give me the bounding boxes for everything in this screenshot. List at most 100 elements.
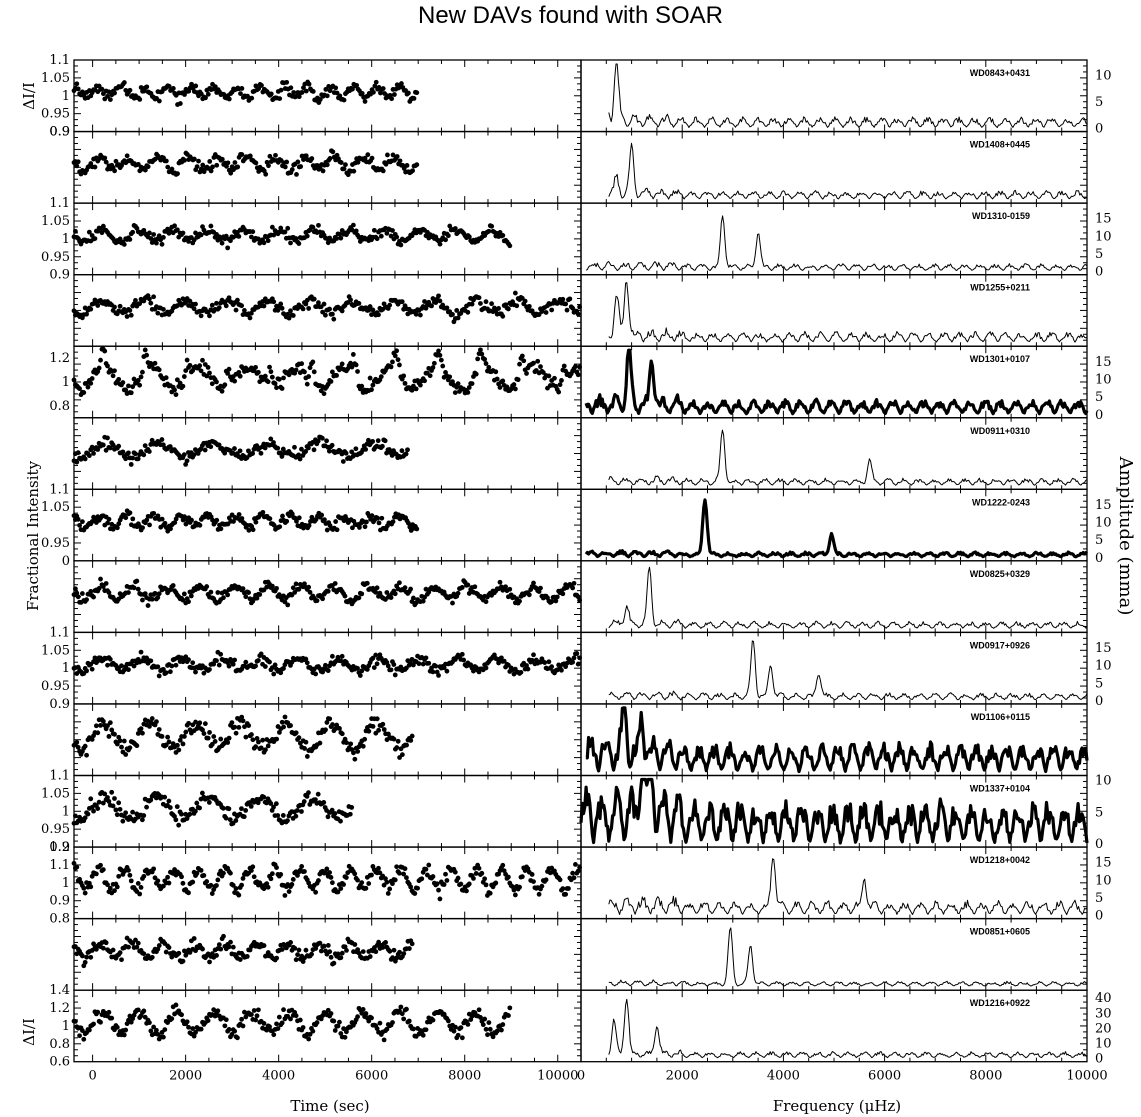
light-curve-point bbox=[232, 724, 238, 730]
light-curve-point bbox=[575, 372, 581, 378]
light-curve-point bbox=[198, 313, 204, 319]
light-curve-point bbox=[416, 661, 422, 667]
light-curve-point bbox=[531, 652, 536, 658]
light-curve-point bbox=[123, 810, 129, 816]
light-curve-point bbox=[123, 752, 129, 757]
light-curve-point bbox=[215, 877, 221, 883]
light-curve-point bbox=[177, 101, 183, 106]
light-curve-point bbox=[370, 307, 376, 313]
light-curve-point bbox=[120, 380, 126, 385]
light-curve-point bbox=[100, 223, 106, 229]
light-curve-point bbox=[321, 301, 327, 307]
light-curve-point bbox=[105, 520, 110, 526]
light-curve-point bbox=[113, 158, 119, 164]
light-curve-point bbox=[137, 382, 143, 388]
light-curve-point bbox=[473, 371, 479, 377]
light-curve-point bbox=[71, 377, 77, 383]
amp-tick-label: 0 bbox=[1095, 837, 1103, 852]
light-curve-point bbox=[392, 672, 398, 678]
light-curve-point bbox=[197, 805, 202, 811]
light-curve-point bbox=[112, 168, 117, 174]
light-curve-point bbox=[237, 448, 243, 454]
light-curve-point bbox=[461, 657, 467, 663]
light-curve-point bbox=[370, 724, 376, 729]
light-curve-point bbox=[549, 599, 555, 605]
light-curve-point bbox=[249, 234, 254, 240]
light-curve-point bbox=[475, 356, 481, 362]
light-curve-point bbox=[222, 450, 228, 456]
panel-row: 0.9 WD1408+0445 bbox=[49, 125, 1088, 204]
light-curve-point bbox=[205, 735, 211, 741]
light-curve-point bbox=[369, 387, 374, 393]
y-tick-label: 1.05 bbox=[41, 786, 70, 801]
light-curve-point bbox=[483, 361, 489, 366]
light-curve-point bbox=[363, 447, 369, 452]
light-curve-point bbox=[100, 584, 106, 589]
light-curve-point bbox=[328, 379, 334, 384]
light-curve-point bbox=[225, 370, 231, 376]
light-curve-point bbox=[96, 799, 102, 805]
light-curve-point bbox=[208, 882, 214, 888]
light-curve-point bbox=[342, 736, 348, 742]
light-curve-point bbox=[96, 586, 102, 591]
light-curve-point bbox=[183, 521, 189, 527]
light-curve-point bbox=[353, 362, 359, 368]
light-curve-point bbox=[302, 869, 307, 874]
light-curve-point bbox=[219, 156, 225, 162]
light-curve-point bbox=[514, 303, 520, 309]
light-curve-point bbox=[226, 295, 232, 301]
light-curve-point bbox=[350, 86, 355, 92]
light-curve-point bbox=[357, 525, 362, 530]
light-curve-point bbox=[445, 233, 451, 239]
light-curve-point bbox=[373, 652, 379, 658]
light-curve-point bbox=[191, 306, 197, 312]
light-curve-point bbox=[574, 651, 580, 656]
light-curve-point bbox=[105, 662, 110, 668]
light-curve-point bbox=[370, 439, 376, 444]
light-curve-point bbox=[429, 303, 434, 309]
light-curve-point bbox=[284, 159, 290, 165]
light-curve-point bbox=[268, 801, 274, 806]
light-curve-point bbox=[286, 372, 292, 378]
light-curve-point bbox=[571, 580, 577, 586]
light-curve-point bbox=[408, 884, 414, 890]
light-curve-point bbox=[277, 524, 283, 530]
light-curve-point bbox=[144, 804, 149, 810]
light-curve-point bbox=[138, 884, 144, 890]
light-curve-point bbox=[376, 865, 381, 871]
light-curve-point bbox=[355, 877, 360, 883]
light-curve-point bbox=[198, 232, 204, 238]
light-curve-point bbox=[88, 796, 94, 802]
light-curve-point bbox=[294, 808, 300, 813]
light-curve-point bbox=[483, 665, 489, 671]
light-curve-point bbox=[414, 162, 420, 168]
light-curve-point bbox=[423, 866, 429, 872]
light-curve-point bbox=[343, 162, 348, 168]
y-tick-label: 1 bbox=[62, 804, 70, 819]
light-curve-point bbox=[315, 438, 321, 444]
light-curve-point bbox=[390, 519, 396, 525]
light-curve-point bbox=[397, 580, 402, 586]
light-curve-point bbox=[130, 809, 136, 815]
light-curve-point bbox=[296, 515, 302, 521]
light-curve-point bbox=[88, 306, 94, 312]
light-curve-point bbox=[325, 588, 331, 594]
light-curve-point bbox=[352, 756, 358, 762]
light-curve-point bbox=[549, 307, 555, 313]
y-tick-label: 1 bbox=[62, 232, 70, 247]
light-curve-point bbox=[249, 95, 255, 101]
light-curve-point bbox=[140, 525, 145, 531]
right-x-axis-label: Frequency (μHz) bbox=[773, 1097, 901, 1115]
light-curve-point bbox=[353, 228, 359, 234]
light-curve-point bbox=[103, 581, 109, 586]
y-tick-label: 1.1 bbox=[49, 858, 70, 873]
light-curve-point bbox=[176, 747, 182, 753]
light-curve-point bbox=[121, 242, 127, 247]
light-curve-point bbox=[395, 738, 401, 744]
light-curve-point bbox=[522, 298, 528, 304]
light-curve-point bbox=[466, 234, 472, 240]
light-curve-point bbox=[162, 520, 168, 526]
light-curve-point bbox=[339, 731, 345, 737]
y-tick-label: 1.2 bbox=[49, 840, 70, 855]
light-curve-point bbox=[86, 453, 92, 459]
